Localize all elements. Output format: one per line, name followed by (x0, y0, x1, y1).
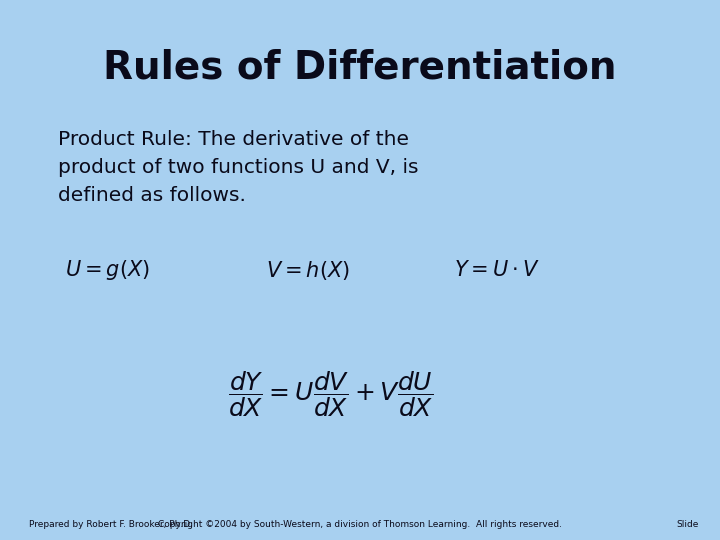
Text: $V = h(X)$: $V = h(X)$ (266, 259, 351, 281)
Text: $U = g(X)$: $U = g(X)$ (65, 258, 150, 282)
Text: Product Rule: The derivative of the
product of two functions U and V, is
defined: Product Rule: The derivative of the prod… (58, 130, 418, 205)
Text: Rules of Differentiation: Rules of Differentiation (103, 49, 617, 86)
Text: $\dfrac{dY}{dX} = U\dfrac{dV}{dX} + V\dfrac{dU}{dX}$: $\dfrac{dY}{dX} = U\dfrac{dV}{dX} + V\df… (228, 369, 434, 419)
Text: Slide: Slide (676, 520, 698, 529)
Text: Copyright ©2004 by South-Western, a division of Thomson Learning.  All rights re: Copyright ©2004 by South-Western, a divi… (158, 520, 562, 529)
Text: Prepared by Robert F. Brooker, Ph.D.: Prepared by Robert F. Brooker, Ph.D. (29, 520, 193, 529)
Text: $Y = U \cdot V$: $Y = U \cdot V$ (454, 260, 539, 280)
